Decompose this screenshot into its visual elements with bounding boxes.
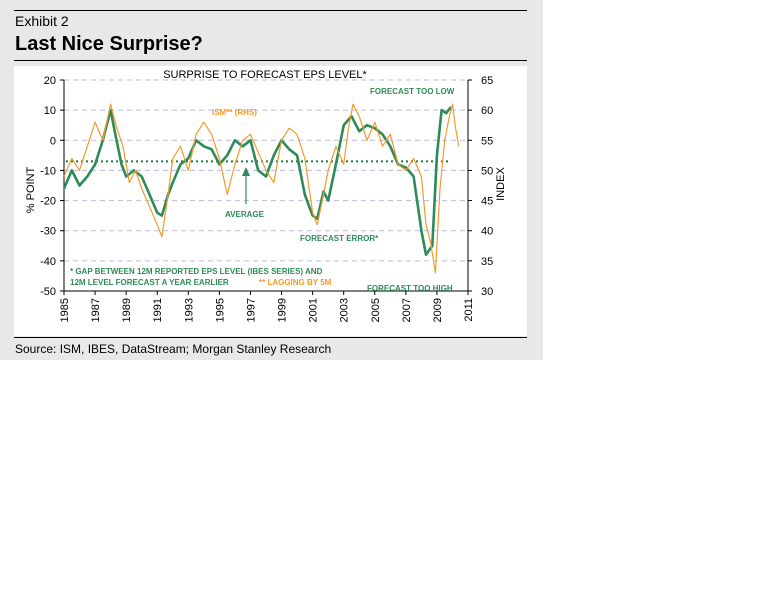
x-tick-label: 1995	[214, 298, 226, 322]
footnote-lag: ** LAGGING BY 5M	[259, 278, 332, 287]
x-tick-label: 2003	[339, 298, 351, 322]
x-tick-label: 1999	[277, 298, 289, 322]
y-tick-label: -20	[40, 196, 56, 208]
y-tick-label: -50	[40, 286, 56, 298]
gridlines	[64, 79, 468, 292]
y2-tick-label: 50	[481, 165, 493, 177]
x-tick-label: 1997	[245, 298, 257, 322]
title-rule	[14, 60, 527, 61]
exhibit-title: Last Nice Surprise?	[15, 33, 203, 55]
footnote-line-1: * GAP BETWEEN 12M REPORTED EPS LEVEL (IB…	[70, 267, 323, 276]
footnote-line-2: 12M LEVEL FORECAST A YEAR EARLIER	[70, 278, 229, 287]
exhibit-number: Exhibit 2	[15, 13, 69, 29]
y-tick-label: 0	[50, 135, 56, 147]
x-tick-label: 2011	[463, 298, 475, 322]
x-tick-label: 1991	[152, 298, 164, 322]
x-tick-label: 2009	[432, 298, 444, 322]
y-axis-label: % POINT	[25, 166, 37, 213]
average-arrow-head	[242, 167, 250, 176]
y2-tick-label: 45	[481, 196, 493, 208]
ism-label: ISM** (RHS)	[212, 108, 257, 117]
x-tick-label: 2005	[370, 298, 382, 322]
y2-tick-label: 65	[481, 75, 493, 87]
average-label: AVERAGE	[225, 210, 265, 219]
y2-tick-label: 60	[481, 105, 493, 117]
x-tick-label: 1989	[121, 298, 133, 322]
average-arrow	[242, 167, 250, 204]
y2-axis-label: INDEX	[495, 167, 507, 201]
bottom-rule	[14, 337, 527, 338]
x-tick-label: 1993	[183, 298, 195, 322]
y2-tick-label: 30	[481, 286, 493, 298]
y2-tick-label: 55	[481, 135, 493, 147]
top-rule	[14, 10, 527, 11]
y2-tick-label: 40	[481, 226, 493, 238]
x-tick-label: 1987	[90, 298, 102, 322]
x-tick-label: 2001	[308, 298, 320, 322]
source-note: Source: ISM, IBES, DataStream; Morgan St…	[15, 342, 332, 356]
forecast-error-line	[62, 106, 452, 257]
forecast-too-low-label: FORECAST TOO LOW	[370, 87, 455, 96]
y-tick-label: 10	[44, 105, 56, 117]
chart-title: SURPRISE TO FORECAST EPS LEVEL*	[163, 69, 367, 81]
tick-labels: 20 10 0 -10 -20 -30 -40 -50 65 60 55 50 45 40 35 30 1985…	[40, 75, 493, 322]
forecast-too-high-label: FORECAST TOO HIGH	[367, 284, 453, 293]
series-lines	[62, 103, 460, 274]
y-tick-label: -30	[40, 226, 56, 238]
ism-line	[63, 103, 460, 274]
x-tick-label: 1985	[59, 298, 71, 322]
y2-tick-label: 35	[481, 256, 493, 268]
y-tick-label: -10	[40, 165, 56, 177]
chart: 20 10 0 -10 -20 -30 -40 -50 65 60 55 50 45 40 35 30 1985…	[25, 69, 507, 322]
axes	[60, 79, 472, 295]
x-tick-label: 2007	[401, 298, 413, 322]
y-tick-label: -40	[40, 256, 56, 268]
y-tick-label: 20	[44, 75, 56, 87]
forecast-error-label: FORECAST ERROR*	[300, 234, 379, 243]
